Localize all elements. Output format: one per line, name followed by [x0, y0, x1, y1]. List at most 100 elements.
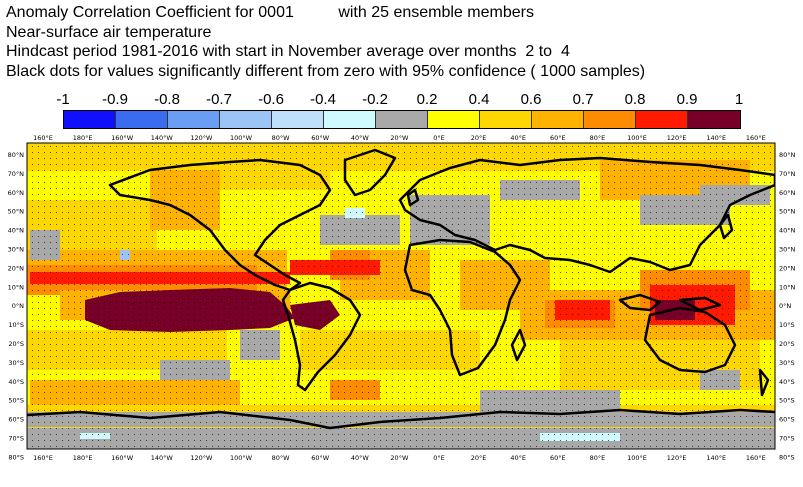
longitude-tick-label: 100°W	[230, 454, 253, 462]
colorbar-tick-label: -0.8	[154, 91, 180, 108]
longitude-tick-label: 20°W	[390, 454, 409, 462]
longitude-tick-label: 60°W	[311, 134, 330, 142]
longitude-tick-label: 140°W	[151, 454, 174, 462]
latitude-tick-label: 70°S	[8, 435, 24, 443]
longitude-tick-label: 160°E	[33, 134, 53, 142]
latitude-tick-label: 80°S	[8, 453, 24, 461]
colorbar-tick-label: -0.4	[310, 91, 336, 108]
longitude-tick-label: 80°W	[272, 134, 291, 142]
latitude-tick-label: 30°S	[8, 359, 24, 367]
longitude-tick-label: 40°E	[510, 454, 526, 462]
colorbar-tick-label: 0.7	[572, 91, 594, 108]
latitude-tick-label: 70°S	[779, 435, 795, 443]
title-line-2: Near-surface air temperature	[6, 24, 212, 41]
latitude-tick-label: 40°S	[779, 378, 795, 386]
longitude-tick-label: 80°E	[590, 454, 606, 462]
colorbar-swatch	[220, 111, 272, 128]
colorbar-swatch	[64, 111, 116, 128]
latitude-tick-label: 50°N	[8, 208, 25, 216]
longitude-tick-label: 180°E	[73, 134, 93, 142]
longitude-tick-label: 160°E	[746, 134, 766, 142]
longitude-tick-label: 100°E	[627, 454, 647, 462]
colorbar-swatch	[428, 111, 480, 128]
latitude-tick-label: 20°N	[8, 264, 25, 272]
latitude-tick-label: 60°N	[779, 189, 796, 197]
longitude-tick-label: 60°E	[550, 454, 566, 462]
longitude-labels-bottom: 160°E 180°E 160°W 140°W 120°W 100°W 80°W 60°W 40…	[33, 454, 766, 462]
longitude-tick-label: 20°W	[390, 134, 409, 142]
latitude-tick-label: 10°N	[8, 283, 25, 291]
longitude-tick-label: 80°W	[272, 454, 291, 462]
colorbar-tick-label: -0.6	[258, 91, 284, 108]
latitude-labels-right: 80°N 70°N 60°N 50°N 40°N 30°N 20°N 10°N 0°N 10°S 2…	[779, 151, 796, 461]
latitude-tick-label: 60°S	[779, 416, 795, 424]
latitude-tick-label: 0°N	[779, 302, 791, 310]
colorbar-tick-label: -0.9	[102, 91, 128, 108]
coastline	[27, 148, 775, 430]
latitude-tick-label: 60°S	[8, 416, 24, 424]
latitude-tick-label: 20°N	[779, 264, 796, 272]
latitude-tick-label: 40°N	[779, 227, 796, 235]
longitude-tick-label: 80°E	[590, 134, 606, 142]
colorbar-swatch	[584, 111, 636, 128]
latitude-tick-label: 10°N	[779, 283, 796, 291]
longitude-tick-label: 140°E	[706, 134, 726, 142]
latitude-labels-left: 80°N 70°N 60°N 50°N 40°N 30°N 20°N 10°N 0°N 10°S 2…	[8, 151, 25, 461]
latitude-tick-label: 80°S	[779, 453, 795, 461]
colorbar-tick-label: -0.2	[362, 91, 388, 108]
anomaly-field	[27, 143, 775, 449]
colorbar-swatch	[376, 111, 428, 128]
map-frame	[26, 142, 776, 450]
colorbar	[63, 110, 741, 129]
latitude-tick-label: 20°S	[779, 340, 795, 348]
latitude-tick-label: 50°S	[779, 397, 795, 405]
colorbar-tick-label: 0.4	[468, 91, 490, 108]
colorbar-swatch	[272, 111, 324, 128]
longitude-tick-label: 120°W	[190, 134, 213, 142]
colorbar-swatch	[688, 111, 740, 128]
latitude-tick-label: 40°S	[8, 378, 24, 386]
longitude-tick-label: 40°W	[351, 134, 370, 142]
colorbar-tick-label: 0.6	[520, 91, 542, 108]
colorbar-tick-label: -0.7	[206, 91, 232, 108]
latitude-tick-label: 10°S	[779, 321, 795, 329]
colorbar-tick-label: 0.9	[676, 91, 698, 108]
longitude-tick-label: 60°W	[311, 454, 330, 462]
latitude-tick-label: 0°N	[12, 302, 24, 310]
longitude-tick-label: 160°E	[746, 454, 766, 462]
title-line-3: Hindcast period 1981-2016 with start in …	[6, 43, 570, 60]
latitude-tick-label: 20°S	[8, 340, 24, 348]
longitude-tick-label: 160°W	[111, 134, 134, 142]
longitude-tick-label: 140°W	[151, 134, 174, 142]
latitude-tick-label: 10°S	[8, 321, 24, 329]
longitude-tick-label: 160°E	[33, 454, 53, 462]
longitude-tick-label: 20°E	[471, 454, 487, 462]
longitude-tick-label: 100°W	[230, 134, 253, 142]
longitude-tick-label: 20°E	[471, 134, 487, 142]
longitude-tick-label: 140°E	[706, 454, 726, 462]
latitude-tick-label: 80°N	[8, 151, 25, 159]
longitude-tick-label: 160°W	[111, 454, 134, 462]
colorbar-swatch	[532, 111, 584, 128]
latitude-tick-label: 80°N	[779, 151, 796, 159]
latitude-tick-label: 60°N	[8, 189, 25, 197]
latitude-tick-label: 70°N	[8, 170, 25, 178]
longitude-tick-label: 180°E	[73, 454, 93, 462]
longitude-tick-label: 60°E	[550, 134, 566, 142]
longitude-tick-label: 120°E	[667, 134, 687, 142]
latitude-tick-label: 70°N	[779, 170, 796, 178]
colorbar-tick-label: 1	[734, 91, 744, 108]
latitude-tick-label: 50°S	[8, 397, 24, 405]
colorbar-tick-label: 0.8	[624, 91, 646, 108]
title-line-4: Black dots for values significantly diff…	[6, 63, 646, 80]
colorbar-swatch	[636, 111, 688, 128]
longitude-tick-label: 100°E	[627, 134, 647, 142]
latitude-tick-label: 50°N	[779, 208, 796, 216]
longitude-tick-label: 120°W	[190, 454, 213, 462]
longitude-tick-label: 40°W	[351, 454, 370, 462]
longitude-tick-label: 0°E	[433, 134, 445, 142]
title-line-1: Anomaly Correlation Coefficient for 0001…	[6, 4, 534, 21]
longitude-tick-label: 40°E	[510, 134, 526, 142]
colorbar-swatch	[480, 111, 532, 128]
